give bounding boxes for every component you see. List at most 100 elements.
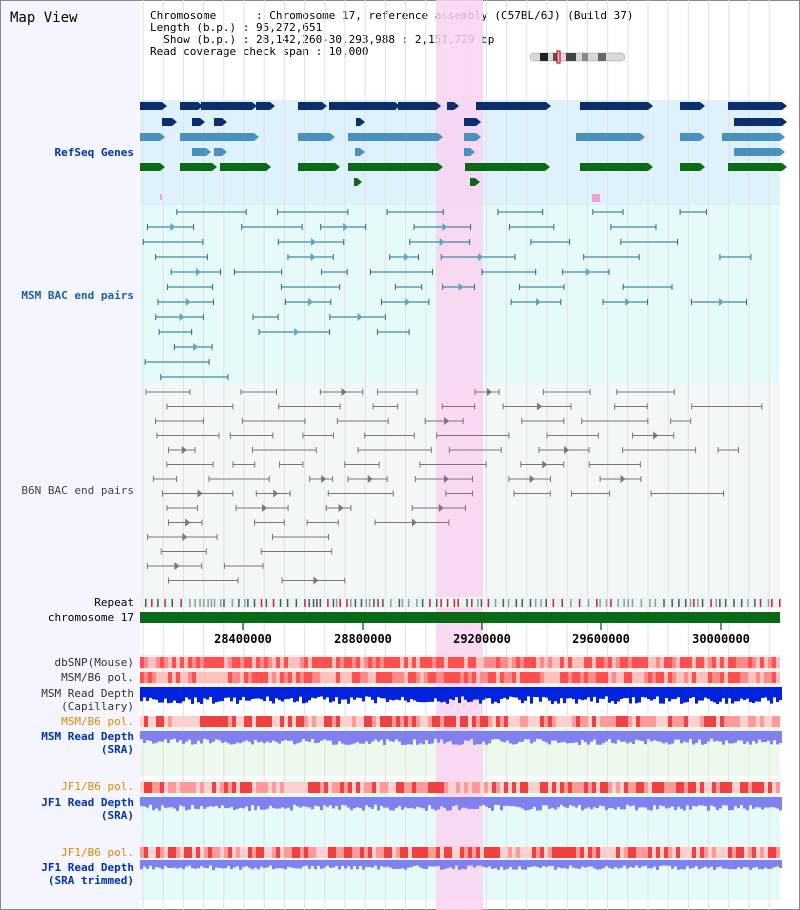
jf1-b6-pol-2-strip (280, 847, 284, 858)
jf1-sra-depth-bar (383, 797, 386, 808)
msm-b6-pol-2-strip (616, 716, 620, 727)
refseq-gene-dark (734, 118, 782, 126)
repeat-mark (354, 599, 357, 607)
jf1-b6-pol-strip (548, 782, 552, 793)
jf1-b6-pol-2-strip (360, 847, 364, 858)
bac-arrow (185, 298, 191, 306)
msm-b6-pol-2-strip (772, 716, 776, 727)
jf1-sra-depth-bar (728, 797, 731, 811)
jf1-sra-depth-bar (161, 797, 164, 806)
refseq-gene-mid-arrow (438, 133, 443, 141)
repeat-mark (440, 599, 442, 607)
msm-b6-pol-strip (728, 672, 732, 683)
msm-cap-depth-bar (203, 687, 206, 699)
jf1-trim-depth-bar (266, 860, 269, 868)
dbsnp-strip (296, 657, 300, 668)
jf1-b6-pol-2-strip (468, 847, 472, 858)
jf1-b6-pol-2-strip (324, 847, 328, 858)
refseq-gene-mid-arrow (254, 133, 259, 141)
msm-sra-depth-bar (602, 731, 605, 744)
jf1-b6-pol-strip (228, 782, 232, 793)
msm-b6-pol-2-strip (644, 716, 648, 727)
msm-sra-depth-bar (758, 731, 761, 740)
jf1-sra-depth-bar (182, 797, 185, 807)
selection-highlight[interactable] (436, 0, 483, 910)
msm-b6-pol-2-strip (228, 716, 232, 727)
jf1-sra-depth-bar (596, 797, 599, 809)
jf1-trim-depth-bar (743, 860, 746, 867)
jf1-b6-pol-2-strip (408, 847, 412, 858)
dbsnp-strip (652, 657, 656, 668)
polymorphism-tracks[interactable] (140, 657, 782, 870)
msm-b6-pol-strip (760, 672, 764, 683)
msm-sra-depth-bar (737, 731, 740, 741)
msm-cap-depth-bar (608, 687, 611, 703)
repeat-track[interactable] (145, 599, 781, 607)
jf1-sra-depth-bar (551, 797, 554, 808)
dbsnp-strip (552, 657, 556, 668)
jf1-sra-depth-bar (215, 797, 218, 806)
jf1-b6-pol-strip (348, 782, 352, 793)
jf1-b6-pol-strip (516, 782, 520, 793)
jf1-trim-depth-bar (260, 860, 263, 867)
msm-b6-pol-2-strip (240, 716, 244, 727)
jf1-trim-depth-bar (653, 860, 656, 867)
msm-cap-depth-bar (464, 687, 467, 700)
jf1-b6-pol-strip (264, 782, 268, 793)
jf1-sra-depth-bar (314, 797, 317, 806)
jf1-b6-pol-2-strip (508, 847, 512, 858)
jf1-trim-depth-bar (455, 860, 458, 866)
jf1-trim-depth-bar (149, 860, 152, 866)
msm-sra-depth-bar (230, 731, 233, 745)
jf1-sra-depth-bar (401, 797, 404, 810)
jf1-b6-pol-2-strip (568, 847, 572, 858)
msm-b6-pol-2-strip (552, 716, 556, 727)
jf1-trim-depth-bar (146, 860, 149, 869)
jf1-b6-pol-2-strip (220, 847, 224, 858)
b6n-bac-track[interactable] (145, 388, 763, 585)
dbsnp-strip (556, 657, 560, 668)
jf1-b6-pol-2-strip (524, 847, 528, 858)
msm-bac-track[interactable] (142, 209, 752, 380)
jf1-sra-depth-bar (392, 797, 395, 811)
msm-cap-depth-bar (431, 687, 434, 702)
repeat-mark (260, 599, 263, 607)
dbsnp-strip (772, 657, 776, 668)
msm-sra-depth-bar (626, 731, 629, 744)
refseq-gene-dark (580, 102, 648, 110)
refseq-genes-track[interactable] (140, 102, 787, 202)
jf1-b6-pol-2-strip (244, 847, 248, 858)
jf1-trim-depth-bar (341, 860, 344, 866)
jf1-b6-pol-strip (268, 782, 272, 793)
msm-b6-pol-strip (604, 672, 608, 683)
jf1-sra-depth-bar (527, 797, 530, 810)
msm-cap-depth-bar (563, 687, 566, 704)
msm-sra-depth-bar (281, 731, 284, 742)
msm-b6-pol-2-strip (768, 716, 772, 727)
msm-b6-pol-2-strip (280, 716, 284, 727)
jf1-trim-depth-bar (164, 860, 167, 867)
dbsnp-strip (716, 657, 720, 668)
b6n-arrow (411, 518, 417, 527)
msm-sra-depth-bar (620, 731, 623, 742)
dbsnp-strip (516, 657, 520, 668)
msm-b6-pol-strip (440, 672, 444, 683)
msm-sra-depth-bar (140, 731, 143, 740)
jf1-trim-depth-bar (437, 860, 440, 867)
msm-cap-depth-bar (623, 687, 626, 698)
jf1-b6-pol-strip (476, 782, 480, 793)
msm-sra-depth-bar (320, 731, 323, 741)
chromosome-ideogram[interactable] (529, 50, 626, 64)
jf1-sra-depth-bar (263, 797, 266, 810)
msm-sra-depth-bar (599, 731, 602, 745)
dbsnp-strip (440, 657, 444, 668)
msm-cap-depth-bar (149, 687, 152, 698)
msm-sra-depth-bar (623, 731, 626, 742)
jf1-trim-depth-bar (461, 860, 464, 869)
chromosome-bar[interactable] (140, 612, 780, 623)
msm-b6-pol-strip (644, 672, 648, 683)
msm-b6-pol-strip (776, 672, 780, 683)
refseq-gene-green (465, 163, 545, 171)
repeat-mark (332, 599, 335, 607)
